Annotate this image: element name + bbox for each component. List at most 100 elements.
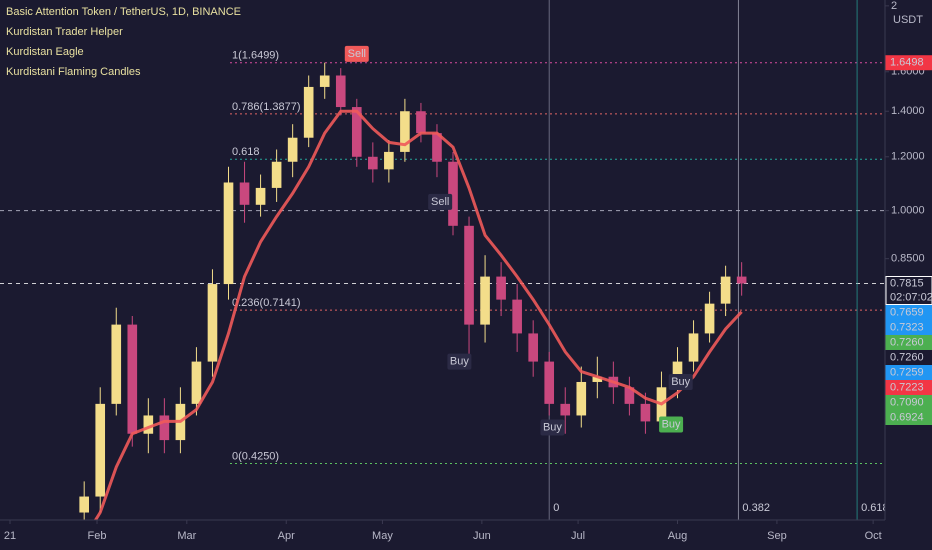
candle-body bbox=[255, 187, 266, 205]
x-tick-label: Jun bbox=[473, 530, 491, 542]
signal-box bbox=[428, 193, 453, 210]
fib-label: 0(0.4250) bbox=[232, 450, 279, 462]
price-tag bbox=[885, 319, 932, 335]
candle-body bbox=[592, 376, 603, 382]
price-tag bbox=[885, 334, 932, 350]
candle-body bbox=[239, 182, 250, 205]
x-tick-label: Jul bbox=[571, 530, 585, 542]
x-tick-label: Mar bbox=[177, 530, 196, 542]
candle-body bbox=[95, 403, 106, 497]
x-tick-label: Oct bbox=[865, 530, 882, 542]
signal-label: Buy bbox=[450, 355, 469, 367]
candle-body bbox=[127, 324, 138, 434]
x-tick-label: May bbox=[372, 530, 393, 542]
candle-body bbox=[688, 333, 699, 362]
countdown: 02:07:02 bbox=[890, 291, 932, 303]
signal-label: Sell bbox=[431, 196, 449, 208]
y-tick-label: 1.4000 bbox=[891, 105, 925, 117]
price-tag-label: 0.7090 bbox=[890, 396, 924, 408]
x-tick-label: Sep bbox=[767, 530, 787, 542]
fib-label: 0.236(0.7141) bbox=[232, 297, 301, 309]
price-tag-label: 0.7659 bbox=[890, 306, 924, 318]
candle-body bbox=[512, 299, 522, 334]
candle-body bbox=[624, 387, 635, 404]
candle-body bbox=[319, 75, 330, 87]
y-tick-label: 1.0000 bbox=[891, 205, 925, 217]
plot-area: 1(1.6499) 0.786(1.3877) 0.618 0.236(0.7141)… bbox=[0, 0, 889, 539]
price-tag bbox=[885, 409, 932, 425]
price-tag-label: 0.7260 bbox=[890, 336, 924, 348]
candle-body bbox=[528, 333, 538, 362]
y-tick-label: 1.2000 bbox=[891, 151, 925, 163]
price-tag-label: 0.7223 bbox=[890, 381, 924, 393]
candle-body bbox=[544, 361, 555, 404]
candle-body bbox=[351, 107, 362, 157]
signal-label: Buy bbox=[671, 376, 690, 388]
price-tag bbox=[885, 379, 932, 395]
candle-body bbox=[480, 276, 490, 325]
signal-box bbox=[659, 416, 684, 433]
time-axis bbox=[0, 520, 932, 550]
signal-label: Buy bbox=[543, 421, 562, 433]
price-axis bbox=[885, 0, 932, 520]
candle-body bbox=[496, 276, 506, 300]
candle-body bbox=[448, 161, 458, 226]
candle-body bbox=[111, 324, 122, 404]
price-tag bbox=[885, 55, 932, 71]
price-tag-label: 0.7259 bbox=[890, 366, 924, 378]
price-tag-label: 0.6924 bbox=[890, 411, 924, 423]
candle-body bbox=[432, 133, 442, 162]
candle-body bbox=[704, 303, 715, 334]
axes: 21.60001.40001.20001.00000.85000.510021F… bbox=[4, 0, 932, 542]
time-zone-label: 0 bbox=[553, 502, 559, 514]
candle-body bbox=[464, 225, 474, 325]
signal-box bbox=[344, 45, 369, 62]
time-zone-label: 0.618 bbox=[861, 502, 889, 514]
time-zone-label: 0.382 bbox=[742, 502, 770, 514]
price-tag-label: 0.7260 bbox=[890, 351, 924, 363]
x-tick-label: Feb bbox=[88, 530, 107, 542]
currency-label: USDT bbox=[893, 14, 923, 26]
candle-body bbox=[560, 403, 571, 416]
candle-body bbox=[400, 111, 410, 152]
candle-body bbox=[223, 182, 234, 285]
candle-body bbox=[576, 381, 587, 416]
x-tick-label: Apr bbox=[278, 530, 295, 542]
chart-title: Basic Attention Token / TetherUS, 1D, BI… bbox=[6, 6, 241, 18]
signal-label: Buy bbox=[662, 418, 681, 430]
fib-label: 1(1.6499) bbox=[232, 50, 279, 62]
candle-body bbox=[207, 284, 218, 362]
signal-label: Sell bbox=[348, 48, 366, 60]
price-tag bbox=[885, 349, 932, 365]
indicator-name: Kurdistan Trader Helper bbox=[6, 26, 123, 38]
y-tick-label: 2 bbox=[891, 0, 897, 12]
candle-body bbox=[287, 137, 298, 162]
candle-body bbox=[736, 276, 747, 284]
candle-body bbox=[335, 75, 346, 108]
candle-body bbox=[143, 415, 154, 434]
price-tag-label: 0.7815 bbox=[890, 277, 924, 289]
price-tag bbox=[885, 304, 932, 320]
candle-body bbox=[720, 276, 731, 304]
signal-box bbox=[447, 353, 472, 370]
y-tick-label: 0.8500 bbox=[891, 253, 925, 265]
price-tag-label: 1.6498 bbox=[890, 57, 924, 69]
candle-body bbox=[191, 361, 202, 404]
price-tag-label: 0.7323 bbox=[890, 321, 924, 333]
indicator-name: Kurdistan Eagle bbox=[6, 46, 84, 58]
candle-body bbox=[384, 151, 394, 170]
x-tick-label: 21 bbox=[4, 530, 16, 542]
candle-body bbox=[303, 86, 314, 138]
fib-label: 0.786(1.3877) bbox=[232, 101, 301, 113]
candle-body bbox=[416, 111, 426, 134]
candle-body bbox=[79, 496, 89, 513]
candle-body bbox=[368, 156, 378, 170]
signal-box bbox=[668, 373, 693, 390]
indicator-line bbox=[82, 109, 743, 539]
signal-box bbox=[540, 419, 565, 436]
x-tick-label: Aug bbox=[668, 530, 688, 542]
candle-body bbox=[271, 161, 282, 188]
price-tag bbox=[885, 364, 932, 380]
price-tag bbox=[885, 275, 932, 305]
